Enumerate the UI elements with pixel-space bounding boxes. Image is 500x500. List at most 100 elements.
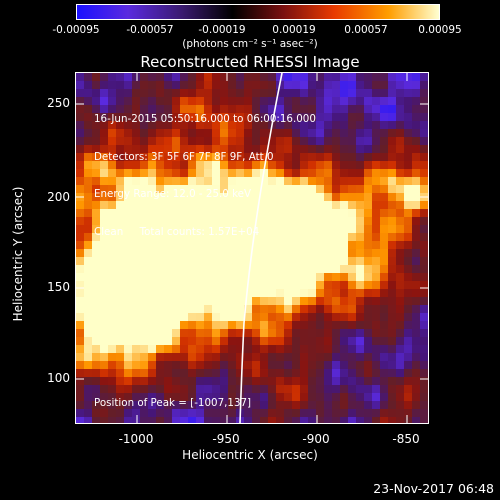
image-pixel: [372, 369, 380, 377]
image-pixel: [396, 225, 404, 233]
image-pixel: [380, 169, 388, 177]
image-pixel: [108, 129, 116, 137]
image-pixel: [300, 217, 308, 225]
image-pixel: [132, 297, 140, 305]
image-pixel: [100, 73, 108, 81]
image-pixel: [292, 121, 300, 129]
image-pixel: [212, 265, 220, 273]
image-pixel: [172, 401, 180, 409]
image-pixel: [308, 417, 316, 423]
image-pixel: [308, 81, 316, 89]
image-pixel: [76, 161, 84, 169]
image-pixel: [132, 345, 140, 353]
image-pixel: [348, 137, 356, 145]
image-pixel: [420, 169, 428, 177]
image-pixel: [116, 233, 124, 241]
image-pixel: [108, 409, 116, 417]
image-pixel: [292, 417, 300, 423]
image-pixel: [164, 193, 172, 201]
image-pixel: [196, 297, 204, 305]
image-pixel: [172, 321, 180, 329]
image-pixel: [116, 353, 124, 361]
image-pixel: [372, 185, 380, 193]
image-pixel: [340, 241, 348, 249]
image-pixel: [364, 129, 372, 137]
image-pixel: [76, 145, 84, 153]
image-pixel: [204, 313, 212, 321]
image-pixel: [364, 361, 372, 369]
image-pixel: [172, 201, 180, 209]
image-pixel: [140, 129, 148, 137]
image-pixel: [212, 385, 220, 393]
image-pixel: [164, 129, 172, 137]
image-pixel: [332, 193, 340, 201]
image-pixel: [132, 129, 140, 137]
image-pixel: [372, 97, 380, 105]
image-pixel: [156, 377, 164, 385]
image-pixel: [100, 81, 108, 89]
image-pixel: [300, 409, 308, 417]
image-pixel: [396, 417, 404, 423]
image-pixel: [172, 305, 180, 313]
image-pixel: [228, 361, 236, 369]
image-pixel: [92, 161, 100, 169]
image-pixel: [364, 249, 372, 257]
image-pixel: [172, 105, 180, 113]
image-pixel: [76, 105, 84, 113]
image-pixel: [236, 177, 244, 185]
image-pixel: [244, 329, 252, 337]
image-pixel: [140, 241, 148, 249]
image-pixel: [300, 313, 308, 321]
image-pixel: [100, 409, 108, 417]
image-pixel: [188, 121, 196, 129]
image-pixel: [124, 209, 132, 217]
image-pixel: [156, 337, 164, 345]
image-pixel: [268, 209, 276, 217]
image-pixel: [292, 113, 300, 121]
image-pixel: [404, 225, 412, 233]
x-tick-label: -950: [212, 432, 240, 446]
image-pixel: [244, 209, 252, 217]
image-pixel: [260, 241, 268, 249]
image-pixel: [228, 337, 236, 345]
image-pixel: [220, 249, 228, 257]
image-pixel: [180, 249, 188, 257]
image-pixel: [244, 225, 252, 233]
image-pixel: [324, 193, 332, 201]
image-pixel: [340, 393, 348, 401]
image-pixel: [388, 169, 396, 177]
image-pixel: [380, 257, 388, 265]
image-pixel: [404, 177, 412, 185]
image-pixel: [412, 73, 420, 81]
image-pixel: [124, 81, 132, 89]
image-pixel: [396, 361, 404, 369]
image-pixel: [148, 353, 156, 361]
plot-title: Reconstructed RHESSI Image: [140, 53, 360, 71]
image-pixel: [252, 369, 260, 377]
image-pixel: [140, 137, 148, 145]
image-pixel: [404, 265, 412, 273]
image-pixel: [108, 345, 116, 353]
image-pixel: [364, 97, 372, 105]
image-pixel: [404, 377, 412, 385]
image-pixel: [292, 305, 300, 313]
image-pixel: [124, 121, 132, 129]
image-pixel: [92, 113, 100, 121]
image-pixel: [180, 137, 188, 145]
image-pixel: [388, 377, 396, 385]
image-pixel: [324, 385, 332, 393]
image-pixel: [316, 281, 324, 289]
image-pixel: [132, 209, 140, 217]
image-pixel: [124, 273, 132, 281]
image-pixel: [172, 313, 180, 321]
image-pixel: [412, 97, 420, 105]
image-pixel: [92, 217, 100, 225]
image-pixel: [76, 385, 84, 393]
image-pixel: [244, 417, 252, 423]
image-pixel: [404, 385, 412, 393]
image-pixel: [132, 161, 140, 169]
image-pixel: [260, 305, 268, 313]
image-pixel: [148, 241, 156, 249]
image-pixel: [196, 417, 204, 423]
image-pixel: [100, 241, 108, 249]
